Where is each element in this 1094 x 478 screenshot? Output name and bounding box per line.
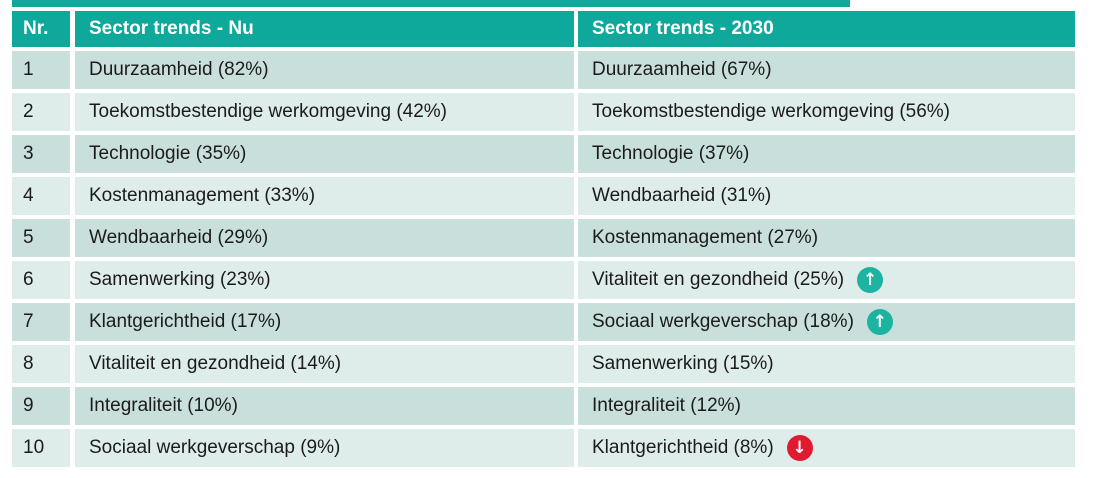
trend-2030: Kostenmanagement (27%) <box>578 219 1075 257</box>
row-number: 10 <box>12 429 70 467</box>
trend-now: Wendbaarheid (29%) <box>75 219 574 257</box>
table-row: 2 Toekomstbestendige werkomgeving (42%) … <box>12 93 1075 131</box>
trend-now: Integraliteit (10%) <box>75 387 574 425</box>
table-row: 9 Integraliteit (10%) Integraliteit (12%… <box>12 387 1075 425</box>
header-trends-now: Sector trends - Nu <box>75 11 574 47</box>
table-row: 4 Kostenmanagement (33%) Wendbaarheid (3… <box>12 177 1075 215</box>
trend-now: Samenwerking (23%) <box>75 261 574 299</box>
row-number: 2 <box>12 93 70 131</box>
trend-down-icon: ↓ <box>786 435 813 461</box>
trend-2030-label: Wendbaarheid (31%) <box>592 185 772 206</box>
trend-2030: Samenwerking (15%) <box>578 345 1075 383</box>
trend-up-icon: ↑ <box>866 309 893 335</box>
trend-2030: Wendbaarheid (31%) <box>578 177 1075 215</box>
row-number: 1 <box>12 51 70 89</box>
header-nr: Nr. <box>12 11 70 47</box>
row-number: 5 <box>12 219 70 257</box>
trend-2030: Duurzaamheid (67%) <box>578 51 1075 89</box>
trend-2030: Toekomstbestendige werkomgeving (56%) <box>578 93 1075 131</box>
table-row: 1 Duurzaamheid (82%) Duurzaamheid (67%) <box>12 51 1075 89</box>
trend-now: Sociaal werkgeverschap (9%) <box>75 429 574 467</box>
trend-2030: Klantgerichtheid (8%) ↓ <box>578 429 1075 467</box>
trend-2030: Vitaliteit en gezondheid (25%) ↑ <box>578 261 1075 299</box>
trend-2030: Technologie (37%) <box>578 135 1075 173</box>
table-row: 10 Sociaal werkgeverschap (9%) Klantgeri… <box>12 429 1075 467</box>
trend-up-icon: ↑ <box>857 267 884 293</box>
trend-now: Technologie (35%) <box>75 135 574 173</box>
trend-now: Toekomstbestendige werkomgeving (42%) <box>75 93 574 131</box>
trend-now: Klantgerichtheid (17%) <box>75 303 574 341</box>
trend-2030-label: Duurzaamheid (67%) <box>592 59 772 80</box>
trend-2030-label: Sociaal werkgeverschap (18%) <box>592 311 854 332</box>
trend-2030-label: Samenwerking (15%) <box>592 353 774 374</box>
table-header-row: Nr. Sector trends - Nu Sector trends - 2… <box>12 11 1075 47</box>
table-row: 7 Klantgerichtheid (17%) Sociaal werkgev… <box>12 303 1075 341</box>
trend-2030-label: Klantgerichtheid (8%) <box>592 437 774 458</box>
table-row: 6 Samenwerking (23%) Vitaliteit en gezon… <box>12 261 1075 299</box>
trend-2030-label: Integraliteit (12%) <box>592 395 741 416</box>
row-number: 3 <box>12 135 70 173</box>
trend-2030-label: Toekomstbestendige werkomgeving (56%) <box>592 101 951 122</box>
trend-2030: Integraliteit (12%) <box>578 387 1075 425</box>
row-number: 8 <box>12 345 70 383</box>
row-number: 9 <box>12 387 70 425</box>
trend-now: Duurzaamheid (82%) <box>75 51 574 89</box>
sector-trends-table: Nr. Sector trends - Nu Sector trends - 2… <box>12 11 1075 471</box>
header-trends-2030: Sector trends - 2030 <box>578 11 1075 47</box>
trend-2030-label: Technologie (37%) <box>592 143 750 164</box>
row-number: 4 <box>12 177 70 215</box>
row-number: 6 <box>12 261 70 299</box>
top-accent-bar <box>12 0 850 7</box>
trend-2030-label: Kostenmanagement (27%) <box>592 227 819 248</box>
table-row: 8 Vitaliteit en gezondheid (14%) Samenwe… <box>12 345 1075 383</box>
table-row: 3 Technologie (35%) Technologie (37%) <box>12 135 1075 173</box>
table-row: 5 Wendbaarheid (29%) Kostenmanagement (2… <box>12 219 1075 257</box>
trend-now: Vitaliteit en gezondheid (14%) <box>75 345 574 383</box>
trend-2030-label: Vitaliteit en gezondheid (25%) <box>592 269 845 290</box>
trend-now: Kostenmanagement (33%) <box>75 177 574 215</box>
trend-2030: Sociaal werkgeverschap (18%) ↑ <box>578 303 1075 341</box>
row-number: 7 <box>12 303 70 341</box>
